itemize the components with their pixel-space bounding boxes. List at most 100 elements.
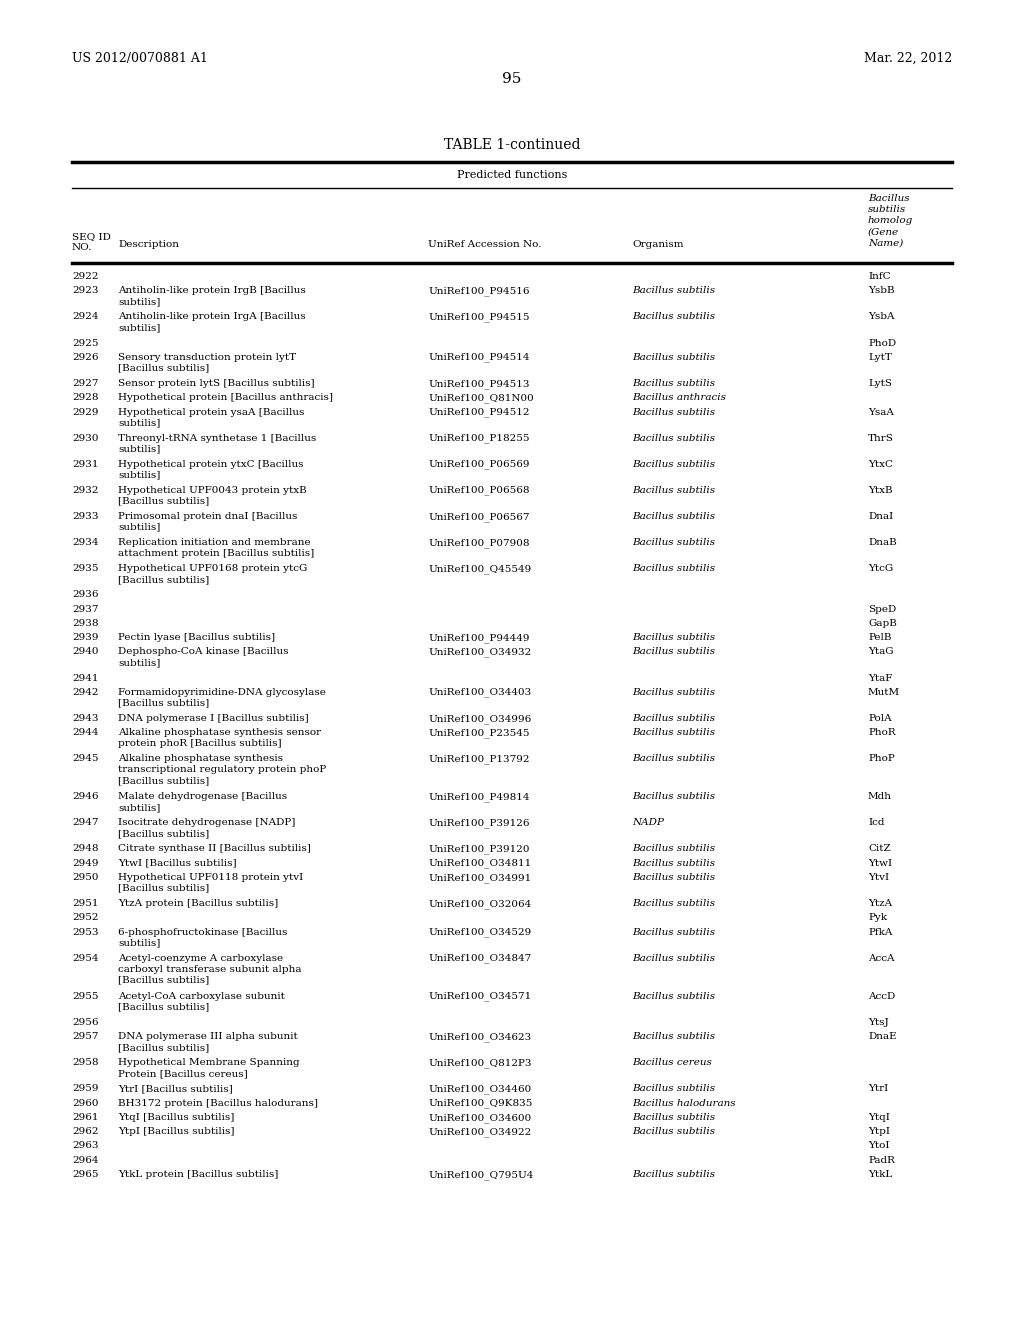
Text: UniRef100_Q795U4: UniRef100_Q795U4 <box>428 1170 534 1180</box>
Text: Threonyl-tRNA synthetase 1 [Bacillus
subtilis]: Threonyl-tRNA synthetase 1 [Bacillus sub… <box>118 433 316 453</box>
Text: UniRef100_P13792: UniRef100_P13792 <box>428 754 529 764</box>
Text: 2963: 2963 <box>72 1142 98 1151</box>
Text: InfC: InfC <box>868 272 891 281</box>
Text: Acetyl-CoA carboxylase subunit
[Bacillus subtilis]: Acetyl-CoA carboxylase subunit [Bacillus… <box>118 991 285 1011</box>
Text: UniRef100_P94513: UniRef100_P94513 <box>428 379 529 388</box>
Text: Bacillus subtilis: Bacillus subtilis <box>632 714 715 723</box>
Text: Bacillus subtilis: Bacillus subtilis <box>632 539 715 546</box>
Text: 2926: 2926 <box>72 352 98 362</box>
Text: 2955: 2955 <box>72 991 98 1001</box>
Text: Bacillus subtilis: Bacillus subtilis <box>632 1170 715 1179</box>
Text: PadR: PadR <box>868 1156 895 1164</box>
Text: Malate dehydrogenase [Bacillus
subtilis]: Malate dehydrogenase [Bacillus subtilis] <box>118 792 287 812</box>
Text: 2956: 2956 <box>72 1018 98 1027</box>
Text: Hypothetical UPF0118 protein ytvI
[Bacillus subtilis]: Hypothetical UPF0118 protein ytvI [Bacil… <box>118 873 303 892</box>
Text: UniRef100_Q45549: UniRef100_Q45549 <box>428 564 531 574</box>
Text: Predicted functions: Predicted functions <box>457 170 567 180</box>
Text: YtqI: YtqI <box>868 1113 890 1122</box>
Text: YtvI: YtvI <box>868 873 889 882</box>
Text: UniRef100_O34600: UniRef100_O34600 <box>428 1113 531 1122</box>
Text: YtaF: YtaF <box>868 673 892 682</box>
Text: 2936: 2936 <box>72 590 98 599</box>
Text: UniRef100_P94515: UniRef100_P94515 <box>428 313 529 322</box>
Text: Bacillus cereus: Bacillus cereus <box>632 1059 712 1067</box>
Text: YsbB: YsbB <box>868 286 895 296</box>
Text: YtoI: YtoI <box>868 1142 890 1151</box>
Text: 95: 95 <box>503 73 521 86</box>
Text: UniRef100_P39120: UniRef100_P39120 <box>428 845 529 854</box>
Text: 2931: 2931 <box>72 459 98 469</box>
Text: Bacillus subtilis: Bacillus subtilis <box>632 792 715 801</box>
Text: Mar. 22, 2012: Mar. 22, 2012 <box>864 51 952 65</box>
Text: 2954: 2954 <box>72 954 98 962</box>
Text: Hypothetical UPF0168 protein ytcG
[Bacillus subtilis]: Hypothetical UPF0168 protein ytcG [Bacil… <box>118 564 307 583</box>
Text: CitZ: CitZ <box>868 845 891 854</box>
Text: Bacillus subtilis: Bacillus subtilis <box>632 564 715 573</box>
Text: 2953: 2953 <box>72 928 98 937</box>
Text: 2935: 2935 <box>72 564 98 573</box>
Text: Bacillus subtilis: Bacillus subtilis <box>632 286 715 296</box>
Text: 2950: 2950 <box>72 873 98 882</box>
Text: Mdh: Mdh <box>868 792 892 801</box>
Text: Bacillus subtilis: Bacillus subtilis <box>632 486 715 495</box>
Text: UniRef100_Q9K835: UniRef100_Q9K835 <box>428 1098 532 1109</box>
Text: 6-phosphofructokinase [Bacillus
subtilis]: 6-phosphofructokinase [Bacillus subtilis… <box>118 928 288 948</box>
Text: Bacillus subtilis: Bacillus subtilis <box>632 954 715 962</box>
Text: 2937: 2937 <box>72 605 98 614</box>
Text: Bacillus subtilis: Bacillus subtilis <box>632 433 715 442</box>
Text: 2949: 2949 <box>72 859 98 867</box>
Text: YtrI: YtrI <box>868 1084 888 1093</box>
Text: Bacillus subtilis: Bacillus subtilis <box>632 1113 715 1122</box>
Text: 2962: 2962 <box>72 1127 98 1137</box>
Text: Bacillus subtilis: Bacillus subtilis <box>632 379 715 388</box>
Text: 2952: 2952 <box>72 913 98 923</box>
Text: YtrI [Bacillus subtilis]: YtrI [Bacillus subtilis] <box>118 1084 232 1093</box>
Text: UniRef100_O32064: UniRef100_O32064 <box>428 899 531 908</box>
Text: UniRef100_O34403: UniRef100_O34403 <box>428 688 531 697</box>
Text: 2961: 2961 <box>72 1113 98 1122</box>
Text: TABLE 1-continued: TABLE 1-continued <box>443 139 581 152</box>
Text: Bacillus subtilis: Bacillus subtilis <box>632 408 715 417</box>
Text: UniRef100_P94512: UniRef100_P94512 <box>428 408 529 417</box>
Text: Icd: Icd <box>868 818 885 828</box>
Text: 2959: 2959 <box>72 1084 98 1093</box>
Text: SpeD: SpeD <box>868 605 896 614</box>
Text: 2930: 2930 <box>72 433 98 442</box>
Text: UniRef100_O34460: UniRef100_O34460 <box>428 1084 531 1094</box>
Text: 2943: 2943 <box>72 714 98 723</box>
Text: Hypothetical protein ytxC [Bacillus
subtilis]: Hypothetical protein ytxC [Bacillus subt… <box>118 459 303 479</box>
Text: 2939: 2939 <box>72 634 98 642</box>
Text: PolA: PolA <box>868 714 892 723</box>
Text: Bacillus subtilis: Bacillus subtilis <box>632 459 715 469</box>
Text: UniRef100_Q812P3: UniRef100_Q812P3 <box>428 1059 531 1068</box>
Text: 2965: 2965 <box>72 1170 98 1179</box>
Text: AccD: AccD <box>868 991 895 1001</box>
Text: Antiholin-like protein IrgA [Bacillus
subtilis]: Antiholin-like protein IrgA [Bacillus su… <box>118 313 305 333</box>
Text: 2938: 2938 <box>72 619 98 628</box>
Text: Organism: Organism <box>632 240 683 249</box>
Text: 2940: 2940 <box>72 647 98 656</box>
Text: UniRef100_O34932: UniRef100_O34932 <box>428 647 531 657</box>
Text: 2922: 2922 <box>72 272 98 281</box>
Text: UniRef100_P94514: UniRef100_P94514 <box>428 352 529 363</box>
Text: 2941: 2941 <box>72 673 98 682</box>
Text: LytT: LytT <box>868 352 892 362</box>
Text: Isocitrate dehydrogenase [NADP]
[Bacillus subtilis]: Isocitrate dehydrogenase [NADP] [Bacillu… <box>118 818 295 838</box>
Text: YtwI [Bacillus subtilis]: YtwI [Bacillus subtilis] <box>118 859 237 867</box>
Text: YtpI: YtpI <box>868 1127 890 1137</box>
Text: Bacillus subtilis: Bacillus subtilis <box>632 313 715 321</box>
Text: Replication initiation and membrane
attachment protein [Bacillus subtilis]: Replication initiation and membrane atta… <box>118 539 314 558</box>
Text: Alkaline phosphatase synthesis
transcriptional regulatory protein phoP
[Bacillus: Alkaline phosphatase synthesis transcrip… <box>118 754 327 785</box>
Text: Sensor protein lytS [Bacillus subtilis]: Sensor protein lytS [Bacillus subtilis] <box>118 379 314 388</box>
Text: 2942: 2942 <box>72 688 98 697</box>
Text: UniRef100_P18255: UniRef100_P18255 <box>428 433 529 444</box>
Text: Bacillus subtilis: Bacillus subtilis <box>632 991 715 1001</box>
Text: UniRef100_O34811: UniRef100_O34811 <box>428 859 531 869</box>
Text: US 2012/0070881 A1: US 2012/0070881 A1 <box>72 51 208 65</box>
Text: UniRef100_P49814: UniRef100_P49814 <box>428 792 529 801</box>
Text: PfkA: PfkA <box>868 928 892 937</box>
Text: YtpI [Bacillus subtilis]: YtpI [Bacillus subtilis] <box>118 1127 234 1137</box>
Text: DNA polymerase III alpha subunit
[Bacillus subtilis]: DNA polymerase III alpha subunit [Bacill… <box>118 1032 298 1052</box>
Text: PhoD: PhoD <box>868 338 896 347</box>
Text: DnaB: DnaB <box>868 539 897 546</box>
